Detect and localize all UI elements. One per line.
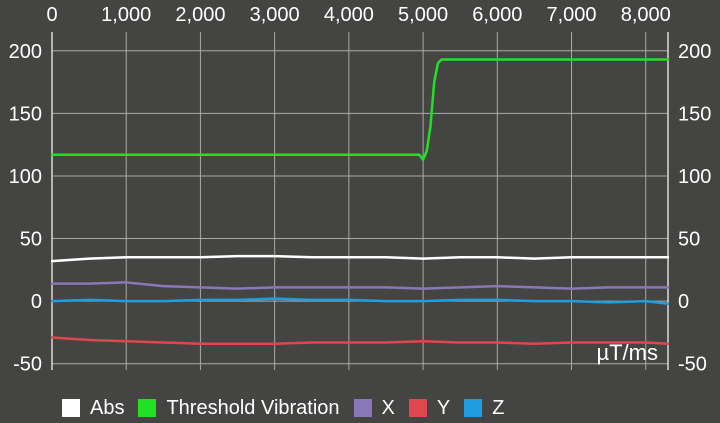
x-tick-label: 4,000: [324, 4, 374, 26]
y-tick-label-left: -50: [13, 354, 42, 376]
y-tick-label-right: 100: [678, 166, 711, 188]
series-line-abs: [50, 254, 670, 263]
y-tick-label-left: 0: [31, 291, 42, 313]
series-line-threshold-vibration: [50, 58, 670, 161]
legend-item-x[interactable]: X: [353, 396, 395, 420]
y-tick-label-left: 100: [9, 166, 42, 188]
legend-swatch: [408, 399, 427, 417]
x-tick-label: 7,000: [546, 4, 596, 26]
x-tick-label: 6,000: [472, 4, 522, 26]
series-line-z: [50, 297, 670, 305]
legend-swatch: [62, 399, 80, 417]
x-tick-label: 0: [46, 4, 57, 26]
y-tick-label-left: 200: [9, 41, 42, 63]
legend-label: Threshold Vibration: [166, 396, 340, 419]
y-tick-label-right: -50: [678, 354, 707, 376]
y-tick-label-right: 200: [678, 41, 711, 63]
legend-swatch: [353, 399, 372, 417]
legend-label: Y: [436, 396, 451, 419]
x-tick-label: 1,000: [101, 4, 151, 26]
legend-swatch: [138, 399, 157, 417]
y-tick-label-right: 50: [678, 229, 700, 251]
y-tick-label-right: 0: [678, 291, 689, 313]
legend-item-z[interactable]: Z: [464, 397, 504, 420]
x-tick-label: 8,000: [621, 4, 671, 26]
data-series: [50, 58, 670, 345]
legend-item-abs[interactable]: Abs: [62, 397, 124, 420]
legend-item-threshold-vibration[interactable]: Threshold Vibration: [138, 396, 340, 420]
y-tick-label-left: 50: [20, 229, 42, 251]
y-tick-label-left: 150: [9, 103, 42, 125]
legend-label: Abs: [90, 396, 125, 419]
series-line-x: [50, 281, 670, 290]
x-tick-label: 3,000: [250, 4, 300, 26]
legend-label: Z: [492, 396, 505, 419]
axis-labels: 0 1,000 2,000 3,000 4,000 5,000 6,000 7,000 8,00…: [9, 4, 712, 376]
x-tick-label: 2,000: [175, 4, 225, 26]
grid-lines: [51, 32, 669, 370]
unit-label: µT/ms: [596, 340, 658, 365]
series-line-y: [50, 336, 670, 345]
chart-legend: Abs Threshold Vibration X Y Z: [62, 396, 504, 420]
legend-label: X: [381, 396, 395, 419]
legend-item-y[interactable]: Y: [408, 396, 451, 420]
x-tick-label: 5,000: [398, 4, 448, 26]
legend-swatch: [464, 399, 483, 417]
y-tick-label-right: 150: [678, 103, 711, 125]
